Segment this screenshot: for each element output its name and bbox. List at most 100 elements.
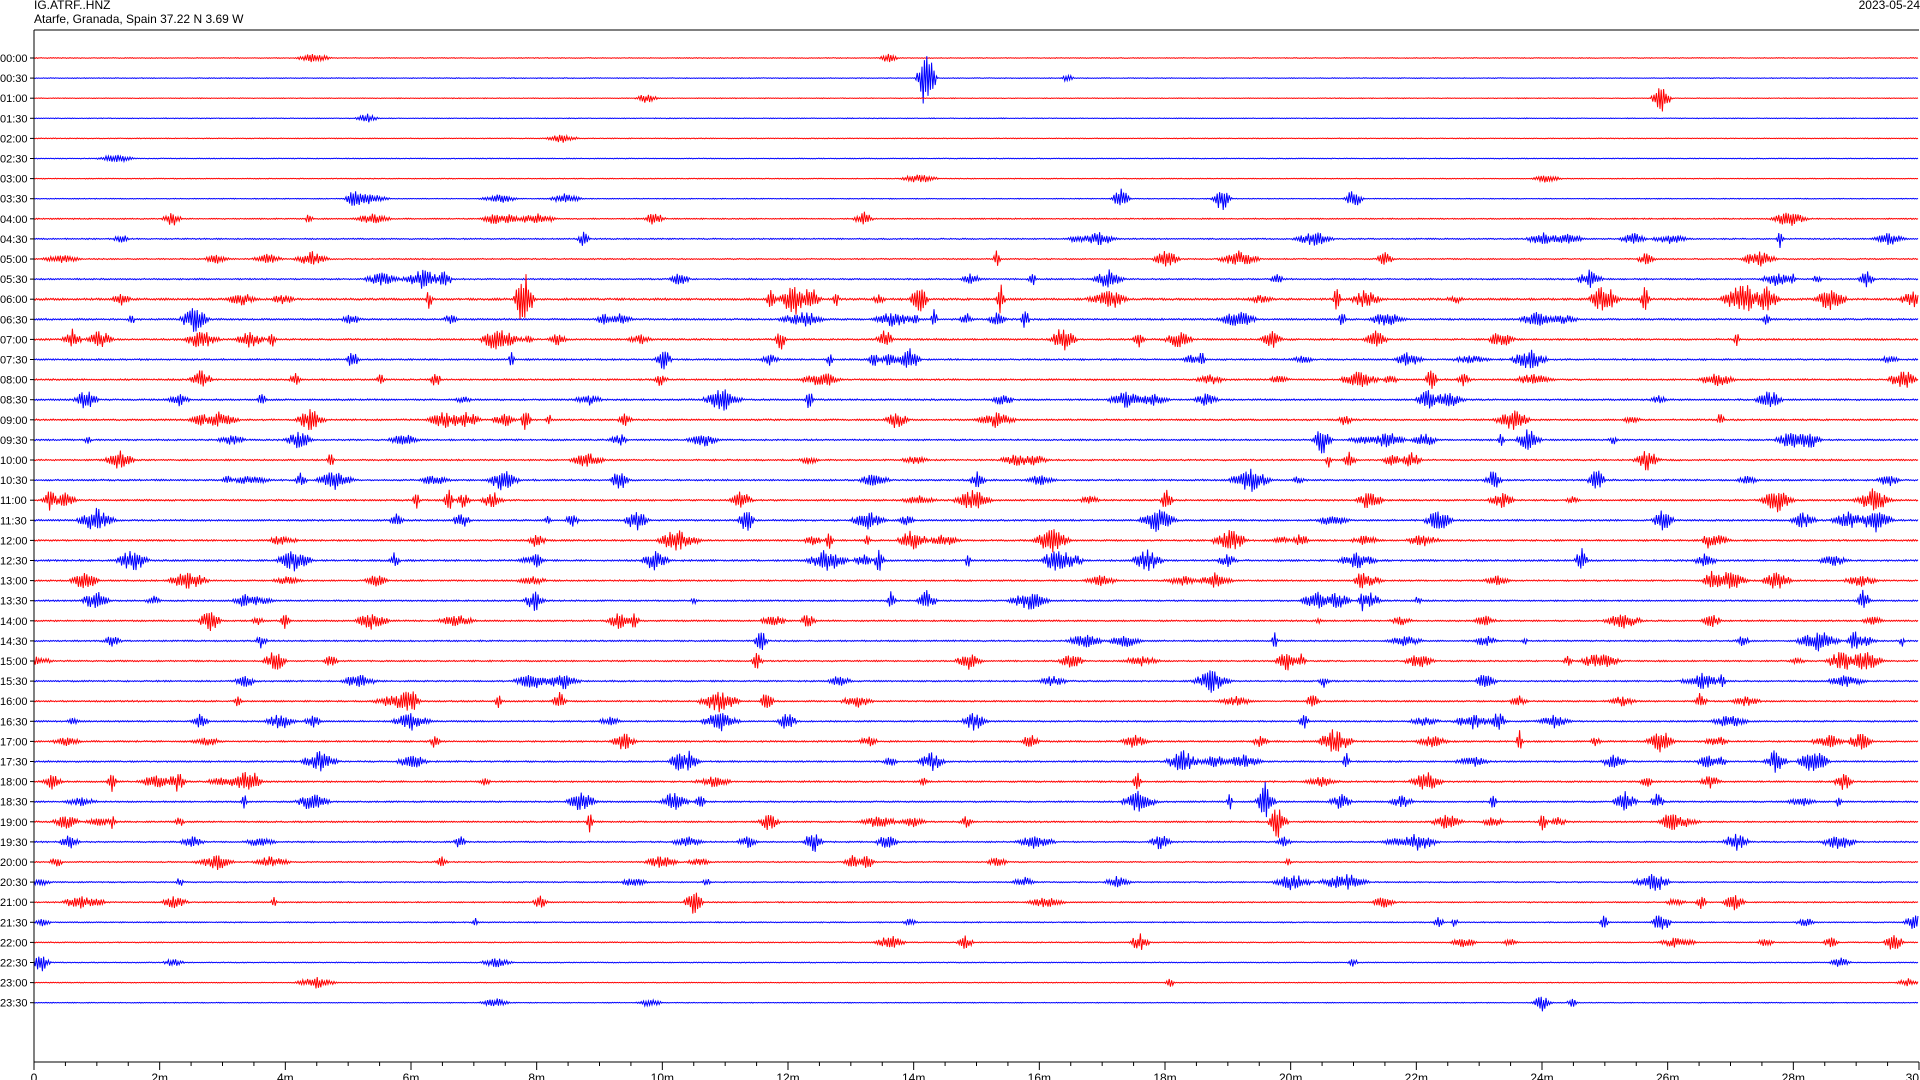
trace-1200 [33,529,1919,553]
trace-2330 [33,996,1919,1012]
trace-0030 [33,56,1919,104]
trace-1130 [33,507,1919,533]
x-tick-label: 2m [151,1071,168,1080]
trace-1330 [33,589,1919,612]
trace-1800 [33,771,1919,792]
trace-1030 [33,468,1919,492]
trace-1230 [33,548,1919,572]
row-label-0000: 00:00 [0,53,28,65]
station-code: IG.ATRF..HNZ [34,0,111,12]
trace-1730 [33,750,1919,773]
x-tick-label: 0 [31,1071,38,1080]
trace-1530 [33,670,1919,693]
trace-0700 [33,328,1919,351]
trace-2100 [33,892,1919,914]
row-label-0930: 09:30 [0,435,28,447]
x-tick-label: 10m [651,1071,674,1080]
trace-1100 [33,488,1919,513]
row-label-1430: 14:30 [0,636,28,648]
trace-1500 [33,652,1919,671]
trace-2000 [33,855,1919,871]
trace-0930 [33,429,1919,454]
station-location: Atarfe, Granada, Spain 37.22 N 3.69 W [34,12,244,26]
x-tick-label: 16m [1028,1071,1051,1080]
row-label-0700: 07:00 [0,334,28,346]
row-label-0230: 02:30 [0,154,28,166]
row-label-0500: 05:00 [0,254,28,266]
row-label-0600: 06:00 [0,294,28,306]
trace-2200 [33,933,1919,950]
row-label-0630: 06:30 [0,314,28,326]
trace-1930 [33,833,1919,852]
row-label-2330: 23:30 [0,998,28,1010]
trace-0300 [33,174,1919,183]
row-label-1830: 18:30 [0,797,28,809]
row-label-1330: 13:30 [0,596,28,608]
row-label-0100: 01:00 [0,93,28,105]
row-label-1530: 15:30 [0,676,28,688]
axes [33,29,1919,1063]
row-label-0030: 00:30 [0,73,28,85]
row-label-1230: 12:30 [0,556,28,568]
row-label-0330: 03:30 [0,194,28,206]
row-label-2030: 20:30 [0,877,28,889]
trace-0000 [33,53,1919,63]
row-label-0800: 08:00 [0,375,28,387]
x-tick-label: 12m [776,1071,799,1080]
row-label-2000: 20:00 [0,857,28,869]
trace-0500 [33,250,1919,267]
row-label-1300: 13:00 [0,576,28,588]
trace-1630 [33,713,1919,732]
x-tick-label: 30 [1906,1071,1920,1080]
row-label-1000: 10:00 [0,455,28,467]
row-label-0430: 04:30 [0,234,28,246]
trace-0530 [33,269,1919,289]
row-label-1400: 14:00 [0,616,28,628]
trace-0330 [33,188,1919,211]
row-label-0530: 05:30 [0,274,28,286]
x-tick-label: 28m [1782,1071,1805,1080]
x-tick-label: 20m [1279,1071,1302,1080]
trace-1700 [33,729,1919,753]
row-label-2130: 21:30 [0,917,28,929]
trace-rows [33,53,1919,1012]
x-tick-label: 14m [902,1071,925,1080]
row-label-0830: 08:30 [0,395,28,407]
row-label-2200: 22:00 [0,937,28,949]
trace-0430 [33,231,1919,248]
trace-1300 [33,570,1919,589]
trace-0830 [33,389,1919,411]
trace-2130 [33,915,1919,930]
row-label-0200: 02:00 [0,133,28,145]
trace-1000 [33,450,1919,471]
row-label-1900: 19:00 [0,817,28,829]
trace-0230 [33,154,1919,164]
x-tick-label: 18m [1153,1071,1176,1080]
row-label-1100: 11:00 [0,495,27,507]
trace-0200 [33,133,1919,143]
x-tick-label: 24m [1530,1071,1553,1080]
row-label-1600: 16:00 [0,696,28,708]
trace-0100 [33,88,1919,112]
trace-1400 [33,612,1919,632]
x-axis-ticks: 0 2m 4m 6m 8m 10m 12m 14m 16m 18m 20m 22m 24m 26m 28m 3… [31,1062,1920,1080]
trace-0800 [33,370,1919,389]
trace-0130 [33,113,1919,123]
row-label-1700: 17:00 [0,736,28,748]
x-tick-label: 26m [1656,1071,1679,1080]
trace-0600 [33,274,1919,320]
row-label-1200: 12:00 [0,535,28,547]
trace-2030 [33,874,1919,891]
row-label-0900: 09:00 [0,415,28,427]
x-tick-label: 4m [277,1071,294,1080]
x-tick-label: 22m [1405,1071,1428,1080]
trace-2230 [33,956,1919,972]
row-label-1130: 11:30 [0,515,27,527]
trace-0900 [33,409,1919,431]
row-label-1730: 17:30 [0,757,28,769]
row-label-0730: 07:30 [0,355,28,367]
trace-1900 [33,809,1919,838]
row-label-2300: 23:00 [0,978,28,990]
row-label-2230: 22:30 [0,958,28,970]
trace-1430 [33,631,1919,652]
